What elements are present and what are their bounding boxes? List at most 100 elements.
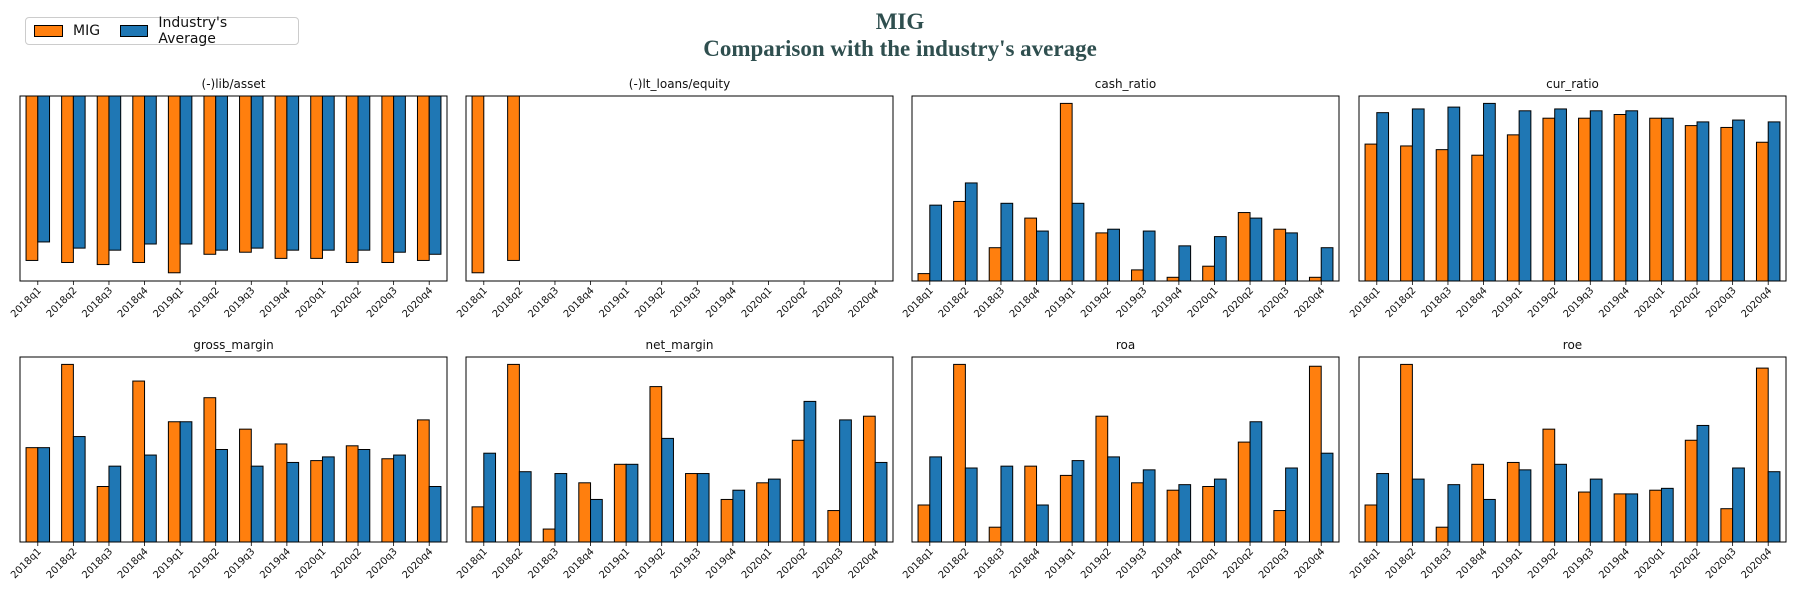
bar-mig [416,95,430,261]
x-tick-label: 2020q2 [1221,285,1256,320]
x-tick-label: 2020q3 [365,285,400,320]
bar-mig [1720,126,1734,282]
x-tick-label: 2019q2 [633,546,668,581]
plot-frame [1358,95,1787,282]
bar-industry-average [1107,456,1120,543]
bar-industry-average [1376,473,1390,543]
bar-mig [1059,102,1073,282]
bar-mig [507,363,520,543]
x-tick-label: 2020q4 [401,546,436,581]
x-tick-label: 2020q2 [1668,546,1703,581]
bar-mig [542,528,556,543]
bar-mig [167,421,181,543]
x-tick-label: 2019q3 [223,285,258,320]
x-tick-label: 2020q3 [811,285,846,320]
x-tick-label: 2019q3 [223,546,258,581]
x-tick-label: 2020q1 [740,546,775,581]
bar-industry-average [1411,478,1425,543]
bar-mig [1613,493,1627,543]
bar-mig [649,386,663,543]
bar-industry-average [108,95,122,251]
bar-industry-average [250,465,264,543]
bar-mig [1613,114,1627,282]
bar-industry-average [1518,110,1532,282]
x-tick-label: 2018q4 [116,285,151,320]
bar-mig [1202,265,1215,282]
bar-industry-average [1767,121,1781,282]
bar-mig [132,380,146,543]
bar-industry-average [286,461,300,543]
bar-mig [61,363,74,543]
bar-industry-average [625,463,639,543]
legend-label-industry-average: Industry's Average [158,15,228,47]
x-tick-label: 2018q3 [80,546,115,581]
x-tick-label: 2018q4 [1455,285,1490,320]
bar-industry-average [1447,484,1461,543]
bar-mig [1542,117,1556,282]
bar-mig [1649,489,1662,543]
x-tick-label: 2020q2 [329,285,364,320]
x-tick-label: 2019q2 [187,546,222,581]
bar-mig [96,95,110,266]
bar-mig [1684,125,1698,282]
x-tick-label: 2018q4 [1008,546,1043,581]
x-tick-label: 2020q1 [294,546,329,581]
x-tick-label: 2018q3 [1419,546,1454,581]
x-tick-label: 2019q3 [1115,546,1150,581]
chart-title: (-)lib/asset [202,77,266,91]
x-tick-label: 2020q1 [1186,546,1221,581]
bar-mig [1435,526,1449,543]
legend-swatch-mig [34,25,63,37]
bar-mig [685,473,698,543]
x-tick-label: 2019q2 [1526,285,1561,320]
bar-mig [471,506,485,543]
bar-mig [1471,154,1485,282]
bar-mig [239,95,252,253]
x-tick-label: 2020q4 [401,285,436,320]
bar-mig [471,95,485,274]
bar-mig [345,95,359,263]
bar-mig [1095,415,1109,543]
bar-industry-average [144,454,157,543]
bar-industry-average [590,498,603,543]
x-tick-label: 2018q4 [562,546,597,581]
bar-industry-average [929,456,943,543]
x-tick-label: 2018q1 [901,546,936,581]
bar-mig [239,428,252,543]
x-tick-label: 2018q2 [491,285,526,320]
x-tick-label: 2018q3 [972,546,1007,581]
plot-frame [465,356,894,543]
bar-industry-average [1589,478,1603,543]
bar-mig [1755,141,1769,282]
x-tick-label: 2020q2 [1668,285,1703,320]
x-tick-label: 2019q1 [151,285,186,320]
bar-mig [25,447,39,543]
x-tick-label: 2018q4 [562,285,597,320]
x-tick-label: 2018q3 [972,285,1007,320]
x-tick-label: 2018q1 [455,285,490,320]
bar-mig [1755,367,1769,543]
x-tick-label: 2019q4 [704,546,739,581]
bar-industry-average [215,95,228,251]
bar-mig [507,95,520,261]
bar-mig [310,460,323,543]
x-tick-label: 2020q2 [775,546,810,581]
bar-industry-average [393,95,406,253]
plot-frame [911,356,1340,543]
bar-mig [720,498,734,543]
bar-industry-average [874,461,888,543]
bar-industry-average [1000,202,1014,282]
x-tick-label: 2018q1 [1348,285,1383,320]
x-tick-label: 2018q1 [9,546,44,581]
bar-industry-average [1320,452,1334,543]
x-tick-label: 2018q3 [526,285,561,320]
chart-title: gross_margin [193,338,273,352]
bar-mig [274,443,288,543]
x-tick-label: 2019q2 [1079,546,1114,581]
x-tick-label: 2018q4 [116,546,151,581]
bar-mig [203,95,217,255]
x-tick-label: 2019q4 [1150,546,1185,581]
bar-mig [988,247,1002,282]
